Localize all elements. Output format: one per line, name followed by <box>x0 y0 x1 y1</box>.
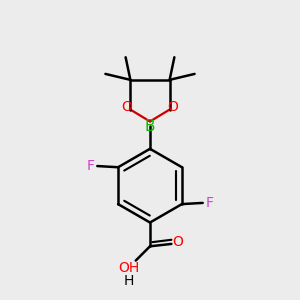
Text: B: B <box>145 119 155 134</box>
Text: F: F <box>87 159 95 173</box>
Text: F: F <box>205 196 213 210</box>
Text: O: O <box>168 100 178 114</box>
Text: H: H <box>123 274 134 288</box>
Text: OH: OH <box>118 261 139 275</box>
Text: O: O <box>172 235 183 248</box>
Text: O: O <box>122 100 132 114</box>
